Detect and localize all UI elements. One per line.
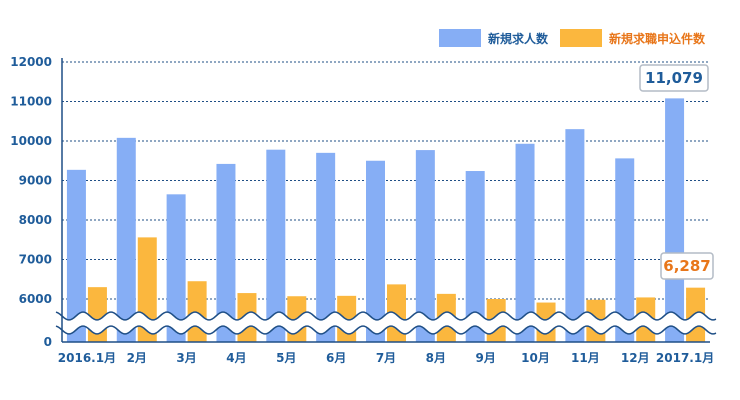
y-tick-label: 12000 bbox=[10, 55, 52, 69]
y-tick-label: 6000 bbox=[19, 292, 52, 306]
axis-break-line bbox=[55, 325, 717, 335]
y-tick-label: 7000 bbox=[19, 253, 52, 267]
grid-lines bbox=[62, 61, 710, 300]
bar-series-1-8 bbox=[415, 150, 435, 342]
y-axis-labels: 12000 11000 10000 9000 8000 7000 6000 0 bbox=[10, 55, 52, 349]
bar-series-1-13 bbox=[665, 98, 685, 342]
x-tick-label: 7月 bbox=[376, 351, 396, 365]
bar-series-1-12 bbox=[615, 158, 635, 342]
y-tick-label: 0 bbox=[44, 335, 52, 349]
bar-series-2-3 bbox=[187, 281, 207, 342]
callout-box-job-offers bbox=[639, 64, 709, 92]
bar-series-1-4 bbox=[216, 163, 236, 342]
callout-value-applications: 6,287 bbox=[663, 257, 710, 275]
bar-series-1-9 bbox=[465, 171, 485, 342]
y-tick-label: 8000 bbox=[19, 213, 52, 227]
axis-break-line bbox=[55, 311, 717, 321]
bar-series-1-5 bbox=[266, 149, 286, 342]
bar-series-1-10 bbox=[515, 143, 535, 342]
x-tick-label: 9月 bbox=[476, 351, 496, 365]
x-tick-label: 5月 bbox=[276, 351, 296, 365]
callout-box-applications bbox=[660, 252, 714, 280]
y-tick-label: 11000 bbox=[10, 95, 52, 109]
axis-break bbox=[55, 311, 717, 335]
bar-series-1-6 bbox=[316, 152, 336, 342]
bar-series-1-2 bbox=[116, 137, 136, 342]
x-tick-label: 4月 bbox=[226, 351, 246, 365]
legend-label-series-2: 新規求職申込件数 bbox=[609, 31, 706, 46]
x-tick-label: 2017.1月 bbox=[656, 351, 714, 365]
bar-series-1-7 bbox=[366, 160, 385, 342]
x-tick-label: 10月 bbox=[521, 351, 550, 365]
callout-value-job-offers: 11,079 bbox=[645, 69, 703, 87]
bars bbox=[66, 98, 706, 342]
x-tick-label: 8月 bbox=[426, 351, 446, 365]
legend: 新規求人数 新規求職申込件数 bbox=[439, 29, 706, 47]
x-tick-label: 2016.1月 bbox=[58, 351, 116, 365]
x-tick-label: 6月 bbox=[326, 351, 346, 365]
callouts: 11,079 6,287 bbox=[639, 64, 714, 280]
x-tick-label: 11月 bbox=[571, 351, 600, 365]
legend-swatch-series-2 bbox=[560, 29, 602, 47]
bar-series-1-1 bbox=[66, 169, 86, 342]
x-tick-label: 2月 bbox=[127, 351, 147, 365]
bar-series-1-11 bbox=[565, 129, 585, 342]
y-tick-label: 9000 bbox=[19, 174, 52, 188]
x-tick-label: 3月 bbox=[176, 351, 196, 365]
x-tick-label: 12月 bbox=[621, 351, 650, 365]
legend-label-series-1: 新規求人数 bbox=[488, 31, 549, 46]
bar-series-1-3 bbox=[166, 194, 186, 342]
y-tick-label: 10000 bbox=[10, 134, 52, 148]
legend-swatch-series-1 bbox=[439, 29, 481, 47]
x-axis-labels: 2016.1月 2月 3月 4月 5月 6月 7月 8月 9月 10月 11月 12月 2017.1月 bbox=[58, 351, 714, 365]
